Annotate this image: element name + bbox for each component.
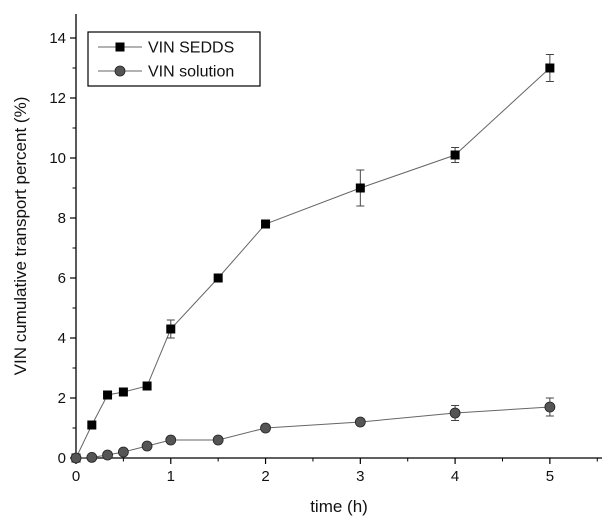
legend-box <box>87 31 261 87</box>
data-point <box>70 452 82 464</box>
series-vin-sedds <box>71 54 555 463</box>
legend-label: VIN SEDDS <box>148 40 234 57</box>
series-vin-solution <box>70 397 556 464</box>
legend-marker <box>114 65 126 77</box>
x-tick-label: 5 <box>546 468 554 485</box>
y-tick-label: 6 <box>58 270 66 287</box>
y-tick-label: 0 <box>58 450 66 467</box>
plot-frame <box>75 14 602 459</box>
series-layer <box>70 54 556 464</box>
data-point <box>544 401 556 413</box>
data-point <box>449 407 461 419</box>
y-axis: 0 2 4 6 8 10 12 14 <box>49 30 76 467</box>
x-axis: 0 1 2 3 4 5 <box>72 458 598 485</box>
x-tick-label: 4 <box>451 468 459 485</box>
series-line <box>75 67 551 459</box>
data-point <box>141 440 153 452</box>
y-tick-label: 4 <box>58 330 66 347</box>
data-point <box>354 416 366 428</box>
data-point <box>102 449 113 461</box>
x-tick-label: 1 <box>167 468 175 485</box>
legend-label: VIN solution <box>148 64 234 81</box>
data-point <box>142 381 152 391</box>
data-point <box>260 422 271 434</box>
x-tick-label: 0 <box>72 468 80 485</box>
y-tick-label: 14 <box>49 30 66 47</box>
x-tick-label: 3 <box>356 468 364 485</box>
data-point <box>165 434 177 446</box>
data-point <box>212 434 224 446</box>
data-point <box>355 183 365 193</box>
data-point <box>87 420 97 430</box>
y-tick-label: 12 <box>49 90 66 107</box>
legend-marker <box>115 42 125 52</box>
data-point <box>545 63 555 73</box>
data-point <box>450 150 460 160</box>
data-point <box>261 219 271 229</box>
y-tick-label: 10 <box>49 150 66 167</box>
data-point <box>118 387 128 397</box>
y-axis-title: VIN cumulative transport percent (%) <box>11 97 30 376</box>
x-tick-label: 2 <box>261 468 269 485</box>
y-tick-label: 2 <box>58 390 66 407</box>
y-tick-label: 8 <box>58 210 66 227</box>
data-point <box>166 324 176 334</box>
data-point <box>117 446 129 458</box>
data-point <box>213 273 223 283</box>
legend: VIN SEDDS VIN solution <box>87 31 261 87</box>
data-point <box>86 451 98 463</box>
x-axis-title: time (h) <box>310 497 368 516</box>
data-point <box>103 390 113 400</box>
